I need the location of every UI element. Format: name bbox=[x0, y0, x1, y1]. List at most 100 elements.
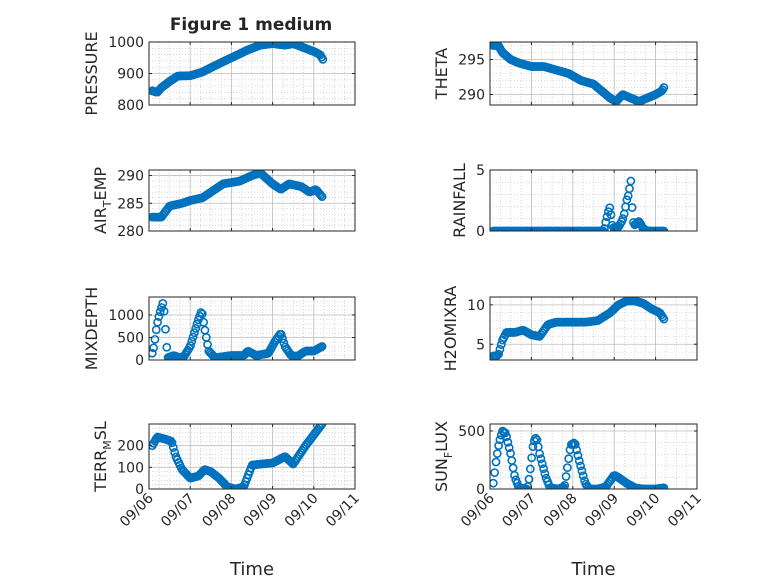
data-point bbox=[503, 437, 513, 447]
y-tick-label: 1000 bbox=[108, 308, 144, 324]
data-series-air-temp bbox=[149, 170, 327, 222]
data-point bbox=[149, 343, 159, 353]
subplot-rainfall: 0 5 RAINFALL bbox=[450, 163, 698, 240]
y-tick-label: 295 bbox=[458, 53, 485, 69]
data-point bbox=[540, 469, 550, 479]
data-point bbox=[170, 447, 180, 457]
data-point bbox=[495, 344, 505, 354]
y-axis-label: PRESSURE bbox=[82, 31, 101, 115]
y-tick-label: 290 bbox=[117, 169, 144, 185]
data-point bbox=[527, 453, 537, 463]
y-tick-label: 280 bbox=[117, 224, 144, 240]
data-point bbox=[537, 459, 547, 469]
data-point bbox=[317, 342, 327, 351]
y-tick-label: 100 bbox=[117, 460, 144, 476]
data-point bbox=[504, 443, 514, 453]
data-point bbox=[606, 210, 616, 220]
data-point bbox=[167, 438, 177, 448]
y-tick-label: 200 bbox=[117, 439, 144, 455]
data-point bbox=[536, 454, 546, 464]
data-point bbox=[659, 483, 669, 489]
data-point bbox=[626, 176, 636, 186]
y-tick-label: 285 bbox=[117, 196, 144, 212]
y-axis-label: AIRTEMP bbox=[91, 167, 114, 234]
subplot-pressure: 800 900 1000 PRESSURE bbox=[82, 31, 356, 116]
subplot-theta: 290 295 THETA bbox=[432, 41, 698, 106]
data-point bbox=[578, 471, 588, 481]
data-point bbox=[491, 457, 501, 467]
data-point bbox=[494, 441, 503, 451]
data-point bbox=[494, 349, 503, 359]
data-point bbox=[149, 348, 157, 358]
data-point bbox=[150, 334, 160, 344]
y-tick-label: 290 bbox=[458, 88, 485, 104]
data-point bbox=[316, 424, 326, 431]
data-point bbox=[659, 83, 669, 92]
grid-lines bbox=[489, 169, 698, 232]
y-tick-label: 800 bbox=[117, 98, 144, 114]
data-point bbox=[161, 324, 170, 334]
data-point bbox=[535, 449, 544, 459]
data-series-pressure bbox=[149, 42, 328, 97]
y-tick-label: 5 bbox=[476, 337, 485, 353]
data-point bbox=[528, 442, 538, 452]
data-series-h2omixra bbox=[490, 297, 669, 360]
x-axis-label: Time bbox=[229, 559, 274, 580]
data-point bbox=[618, 214, 628, 223]
data-point bbox=[510, 470, 519, 480]
data-point bbox=[153, 317, 162, 327]
data-point bbox=[525, 464, 535, 474]
y-axis-label: SUNFLUX bbox=[432, 421, 455, 492]
data-point bbox=[558, 482, 568, 489]
y-tick-label: 500 bbox=[117, 331, 144, 347]
data-point bbox=[490, 468, 500, 477]
y-tick-label: 0 bbox=[135, 353, 144, 369]
data-point bbox=[276, 329, 286, 339]
data-point bbox=[168, 443, 178, 452]
y-tick-label: 0 bbox=[476, 482, 485, 498]
data-point bbox=[197, 309, 207, 319]
axes-box bbox=[148, 169, 356, 232]
data-point bbox=[191, 324, 201, 333]
x-axis-label: Time bbox=[570, 559, 615, 580]
figure-title: Figure 1 medium bbox=[170, 15, 332, 35]
data-point bbox=[490, 478, 498, 488]
y-tick-label: 900 bbox=[117, 67, 144, 83]
data-point bbox=[316, 190, 326, 200]
data-point bbox=[187, 336, 197, 346]
data-point bbox=[577, 466, 587, 476]
data-point bbox=[502, 432, 511, 442]
data-point bbox=[539, 464, 548, 474]
data-point bbox=[317, 424, 327, 429]
data-point bbox=[186, 341, 195, 351]
axes-box bbox=[489, 41, 698, 106]
data-point bbox=[659, 314, 669, 324]
data-point bbox=[199, 317, 209, 327]
y-tick-label: 500 bbox=[458, 424, 485, 440]
data-point bbox=[627, 203, 637, 212]
data-point bbox=[162, 342, 172, 352]
data-point bbox=[155, 307, 165, 317]
axes-box bbox=[489, 296, 698, 361]
data-point bbox=[576, 461, 585, 471]
data-point bbox=[492, 449, 502, 458]
data-point bbox=[561, 472, 571, 481]
y-tick-label: 1000 bbox=[108, 35, 144, 51]
axes-box bbox=[148, 296, 356, 361]
y-axis-label: H2OMIXRA bbox=[441, 286, 460, 372]
data-series-terr-msl bbox=[149, 424, 327, 489]
y-axis-label: MIXDEPTH bbox=[82, 287, 101, 370]
data-point bbox=[562, 463, 572, 472]
data-point bbox=[622, 195, 632, 205]
subplot-mixdepth: 0 500 1000 MIXDEPTH bbox=[82, 287, 356, 370]
data-point bbox=[574, 456, 584, 466]
data-point bbox=[196, 308, 206, 317]
axes-box bbox=[489, 169, 698, 232]
axes-box bbox=[489, 423, 698, 490]
data-series-theta bbox=[490, 42, 669, 105]
data-point bbox=[278, 334, 287, 344]
y-axis-label: RAINFALL bbox=[450, 163, 469, 238]
y-tick-label: 5 bbox=[476, 163, 485, 179]
